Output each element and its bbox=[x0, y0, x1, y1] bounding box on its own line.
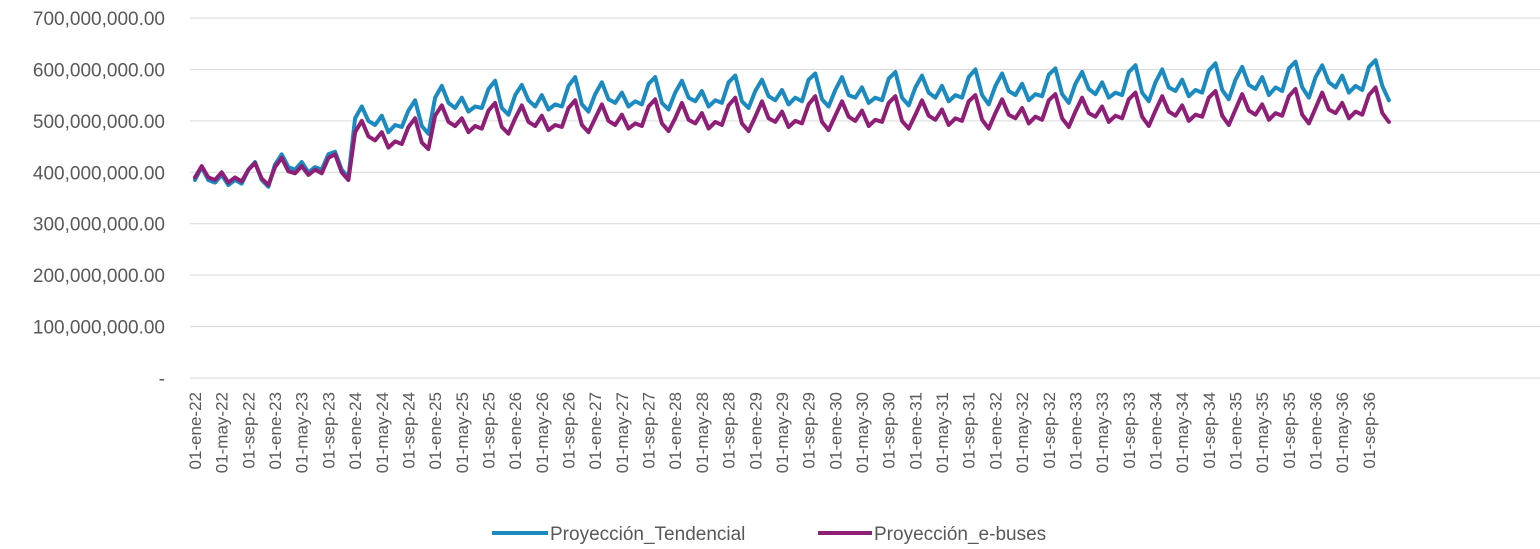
x-tick-label: 01-ene-35 bbox=[1227, 392, 1246, 470]
x-tick-label: 01-ene-34 bbox=[1146, 392, 1165, 470]
x-axis: 01-ene-22 01-may-22 01-sep-22 01-ene-23 01-m… bbox=[186, 392, 1379, 473]
x-tick-label: 01-sep-32 bbox=[1040, 392, 1059, 469]
x-tick-label: 01-ene-31 bbox=[906, 392, 925, 470]
x-tick-label: 01-may-34 bbox=[1173, 392, 1192, 473]
x-tick-label: 01-ene-23 bbox=[266, 392, 285, 470]
gridlines bbox=[190, 17, 1540, 379]
x-tick-label: 01-may-28 bbox=[693, 392, 712, 473]
x-tick-label: 01-may-26 bbox=[533, 392, 552, 473]
x-tick-label: 01-may-29 bbox=[773, 392, 792, 473]
x-tick-label: 01-ene-25 bbox=[426, 392, 445, 470]
y-tick-label: 600,000,000.00 bbox=[33, 60, 165, 81]
legend-item-tendencial: Proyección_Tendencial bbox=[492, 524, 745, 545]
x-tick-label: 01-may-35 bbox=[1253, 392, 1272, 473]
x-tick-label: 01-ene-36 bbox=[1307, 392, 1326, 470]
y-tick-label: 200,000,000.00 bbox=[33, 266, 165, 287]
x-tick-label: 01-may-31 bbox=[933, 392, 952, 473]
x-tick-label: 01-sep-26 bbox=[560, 392, 579, 469]
x-tick-label: 01-may-23 bbox=[293, 392, 312, 473]
x-tick-label: 01-sep-28 bbox=[720, 392, 739, 469]
series-line-ebuses bbox=[193, 85, 1391, 188]
x-tick-label: 01-ene-32 bbox=[986, 392, 1005, 470]
x-tick-label: 01-sep-23 bbox=[319, 392, 338, 469]
x-tick-label: 01-may-25 bbox=[453, 392, 472, 473]
legend-label-ebuses: Proyección_e-buses bbox=[874, 524, 1046, 545]
x-tick-label: 01-may-27 bbox=[613, 392, 632, 473]
x-tick-label: 01-sep-34 bbox=[1200, 392, 1219, 469]
x-tick-label: 01-sep-29 bbox=[800, 392, 819, 469]
x-tick-label: 01-may-32 bbox=[1013, 392, 1032, 473]
x-tick-label: 01-sep-24 bbox=[399, 392, 418, 469]
x-tick-label: 01-ene-24 bbox=[346, 392, 365, 470]
x-tick-label: 01-sep-35 bbox=[1280, 392, 1299, 469]
x-tick-label: 01-may-33 bbox=[1093, 392, 1112, 473]
x-tick-label: 01-sep-36 bbox=[1360, 392, 1379, 469]
x-tick-label: 01-sep-30 bbox=[880, 392, 899, 469]
x-tick-label: 01-ene-29 bbox=[746, 392, 765, 470]
x-tick-label: 01-sep-22 bbox=[239, 392, 258, 469]
y-tick-label: 300,000,000.00 bbox=[33, 215, 165, 236]
x-tick-label: 01-may-30 bbox=[853, 392, 872, 473]
x-tick-label: 01-may-24 bbox=[373, 392, 392, 473]
legend-item-ebuses: Proyección_e-buses bbox=[818, 524, 1046, 545]
x-tick-label: 01-ene-27 bbox=[586, 392, 605, 470]
x-tick-label: 01-ene-26 bbox=[506, 392, 525, 470]
series-line-tendencial bbox=[193, 58, 1391, 189]
y-tick-label: 400,000,000.00 bbox=[33, 163, 165, 184]
x-tick-label: 01-sep-27 bbox=[640, 392, 659, 469]
y-tick-label: 500,000,000.00 bbox=[33, 112, 165, 133]
y-tick-label: 700,000,000.00 bbox=[33, 9, 165, 30]
x-tick-label: 01-ene-22 bbox=[186, 392, 205, 470]
x-tick-label: 01-sep-31 bbox=[960, 392, 979, 469]
legend: Proyección_Tendencial Proyección_e-buses bbox=[492, 524, 1046, 545]
x-tick-label: 01-ene-30 bbox=[826, 392, 845, 470]
legend-label-tendencial: Proyección_Tendencial bbox=[550, 524, 745, 545]
x-tick-label: 01-sep-33 bbox=[1120, 392, 1139, 469]
x-tick-label: 01-sep-25 bbox=[479, 392, 498, 469]
x-tick-label: 01-ene-33 bbox=[1066, 392, 1085, 470]
x-tick-label: 01-ene-28 bbox=[666, 392, 685, 470]
x-tick-label: 01-may-36 bbox=[1333, 392, 1352, 473]
y-tick-label: 100,000,000.00 bbox=[33, 318, 165, 339]
x-tick-label: 01-may-22 bbox=[213, 392, 232, 473]
y-axis: - 100,000,000.00 200,000,000.00 300,000,000… bbox=[33, 9, 165, 390]
y-tick-label: - bbox=[159, 369, 165, 390]
series-lines bbox=[193, 58, 1391, 189]
